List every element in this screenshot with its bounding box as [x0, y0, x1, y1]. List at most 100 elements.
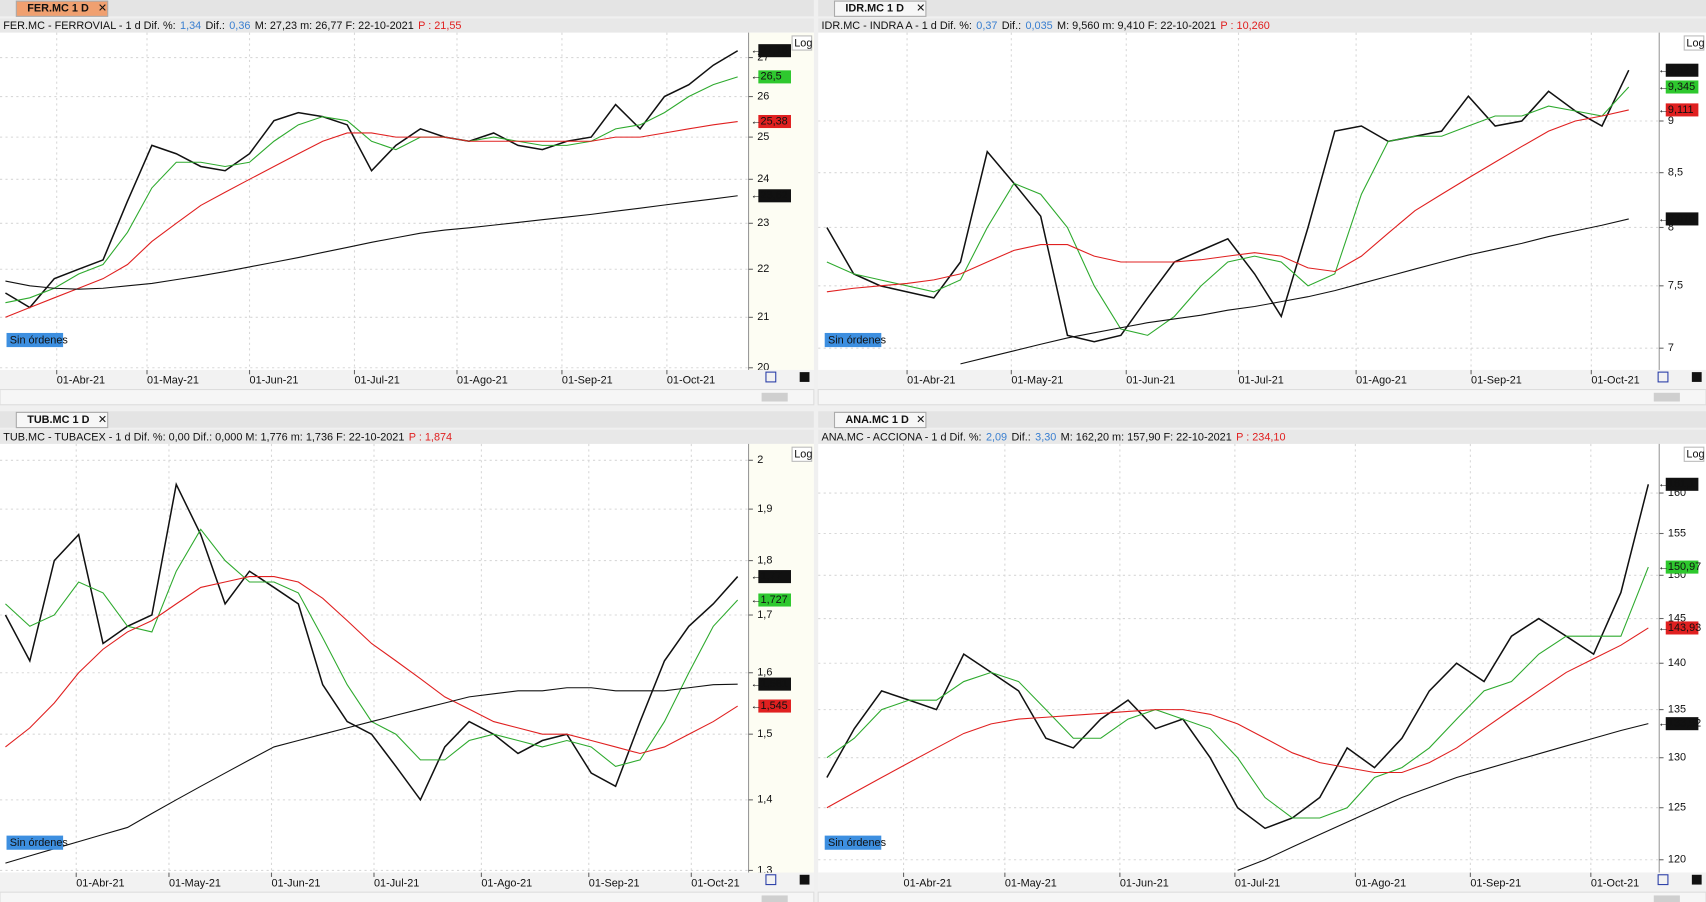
x-tick-label: 01-Sep-21 — [589, 877, 640, 889]
moving-average — [5, 683, 738, 864]
header-bar — [818, 429, 1706, 444]
header-part: FER.MC - FERROVIAL - 1 d Dif. %: — [3, 20, 175, 32]
price-line — [5, 50, 739, 309]
tab-strip — [818, 0, 1706, 17]
tool-icon[interactable] — [1691, 372, 1702, 382]
log-label[interactable]: Log — [794, 449, 812, 461]
tool-icon[interactable] — [799, 372, 810, 382]
tool-icon[interactable] — [765, 874, 777, 886]
log-label[interactable]: Log — [1686, 449, 1704, 461]
tool-icon[interactable] — [765, 371, 777, 383]
log-button[interactable] — [791, 446, 813, 462]
tool-icon[interactable] — [1691, 874, 1702, 885]
x-tick-label: 01-May-21 — [147, 375, 199, 387]
price-tag — [1665, 560, 1699, 574]
x-tick-label: 01-Abr-21 — [904, 877, 952, 889]
x-tick-label: 01-Jun-21 — [271, 877, 320, 889]
scroll-thumb[interactable] — [1653, 895, 1680, 902]
tab[interactable] — [833, 0, 927, 17]
price-tag — [758, 570, 791, 584]
scrollbar[interactable] — [817, 891, 1706, 902]
y-tick-label: 1,9 — [757, 503, 772, 515]
header-part: ANA.MC - ACCIONA - 1 d Dif. %: — [821, 431, 981, 443]
tool-icon[interactable] — [799, 874, 810, 885]
moving-average — [5, 576, 738, 755]
x-tick-label: 01-Oct-21 — [1591, 375, 1639, 387]
x-tick-label: 01-May-21 — [1005, 877, 1057, 889]
x-tick-label: 01-Jun-21 — [1126, 375, 1175, 387]
price-tag-label: 27,18 — [761, 45, 788, 57]
tab-strip — [818, 411, 1706, 428]
log-button[interactable] — [1683, 446, 1705, 462]
price-tag-label: 143,93 — [1668, 622, 1701, 634]
x-tick-label: 01-Ago-21 — [1356, 375, 1407, 387]
tag-arrow: ← — [1658, 622, 1669, 634]
scroll-thumb[interactable] — [1653, 392, 1680, 402]
y-tick-label: 1,8 — [757, 554, 772, 566]
moving-average — [826, 627, 1649, 809]
tab-close: ✕ — [98, 414, 107, 426]
tag-arrow: ← — [751, 45, 762, 57]
tag-arrow: ← — [751, 190, 762, 202]
price-tag-label: 150,97 — [1668, 561, 1701, 573]
tab-label[interactable]: FER.MC 1 D — [27, 3, 89, 15]
x-tick-label: 01-Oct-21 — [667, 375, 715, 387]
price-tag — [1665, 621, 1699, 635]
price-tag-label: 133,52 — [1668, 718, 1701, 730]
y-tick-label: 135 — [1668, 703, 1686, 715]
header-part: P : 1,874 — [409, 431, 452, 443]
plot-area — [818, 443, 1706, 873]
log-label[interactable]: Log — [794, 37, 812, 49]
tool-icon[interactable] — [1657, 874, 1669, 886]
orders-badge — [824, 332, 882, 348]
y-tick-label: 9 — [1668, 115, 1674, 127]
log-button[interactable] — [791, 35, 813, 51]
header-bar — [0, 18, 814, 33]
moving-average — [826, 86, 1630, 336]
x-tick-label: 01-Abr-21 — [57, 375, 105, 387]
header-part: Dif.: — [206, 20, 225, 32]
price-tag — [1665, 717, 1699, 731]
tab-label[interactable]: ANA.MC 1 D — [845, 414, 909, 426]
scrollbar[interactable] — [0, 891, 815, 902]
log-button[interactable] — [1683, 35, 1705, 51]
header-bar — [0, 429, 814, 444]
header-part: 0,37 — [976, 20, 997, 32]
y-tick-label: 24 — [757, 173, 769, 185]
x-tick-label: 01-Sep-21 — [1470, 877, 1521, 889]
y-tick-label: 26 — [757, 90, 769, 102]
y-tick-label: 140 — [1668, 657, 1686, 669]
axis-area — [748, 443, 814, 873]
header-part: 2,09 — [986, 431, 1007, 443]
header-part: TUB.MC - TUBACEX - 1 d Dif. %: 0,00 Dif.… — [3, 431, 404, 443]
moving-average — [826, 566, 1649, 819]
scrollbar[interactable] — [0, 388, 815, 406]
y-tick-label: 150 — [1668, 569, 1686, 581]
tag-arrow: ← — [1658, 81, 1669, 93]
y-tick-label: 2 — [757, 454, 763, 466]
header-info: IDR.MC - INDRA A - 1 d Dif. %: 0,37 Dif.: 0… — [821, 20, 1269, 32]
scroll-thumb[interactable] — [761, 392, 788, 402]
x-tick-label: 01-Abr-21 — [907, 375, 955, 387]
scrollbar[interactable] — [817, 388, 1706, 406]
scroll-thumb[interactable] — [761, 895, 788, 902]
y-tick-label: 1,6 — [757, 667, 772, 679]
tab-label[interactable]: IDR.MC 1 D — [845, 3, 904, 15]
tab-label[interactable]: TUB.MC 1 D — [27, 414, 89, 426]
plot-area — [0, 32, 814, 370]
header-info: FER.MC - FERROVIAL - 1 d Dif. %: 1,34 Dif.… — [3, 20, 461, 32]
orders-label: Sin órdenes — [10, 837, 69, 849]
tool-icon[interactable] — [1657, 371, 1669, 383]
tab[interactable] — [15, 0, 109, 17]
x-axis-bar — [818, 872, 1706, 893]
tab[interactable] — [15, 411, 109, 429]
x-axis-bar — [818, 369, 1706, 390]
tab[interactable] — [833, 411, 927, 429]
plot-area — [0, 443, 814, 873]
log-label[interactable]: Log — [1686, 37, 1704, 49]
price-line — [826, 69, 1630, 343]
header-part: M: 162,20 m: 157,90 F: 22-10-2021 — [1061, 431, 1232, 443]
y-tick-label: 1,7 — [757, 609, 772, 621]
y-tick-label: 145 — [1668, 612, 1686, 624]
